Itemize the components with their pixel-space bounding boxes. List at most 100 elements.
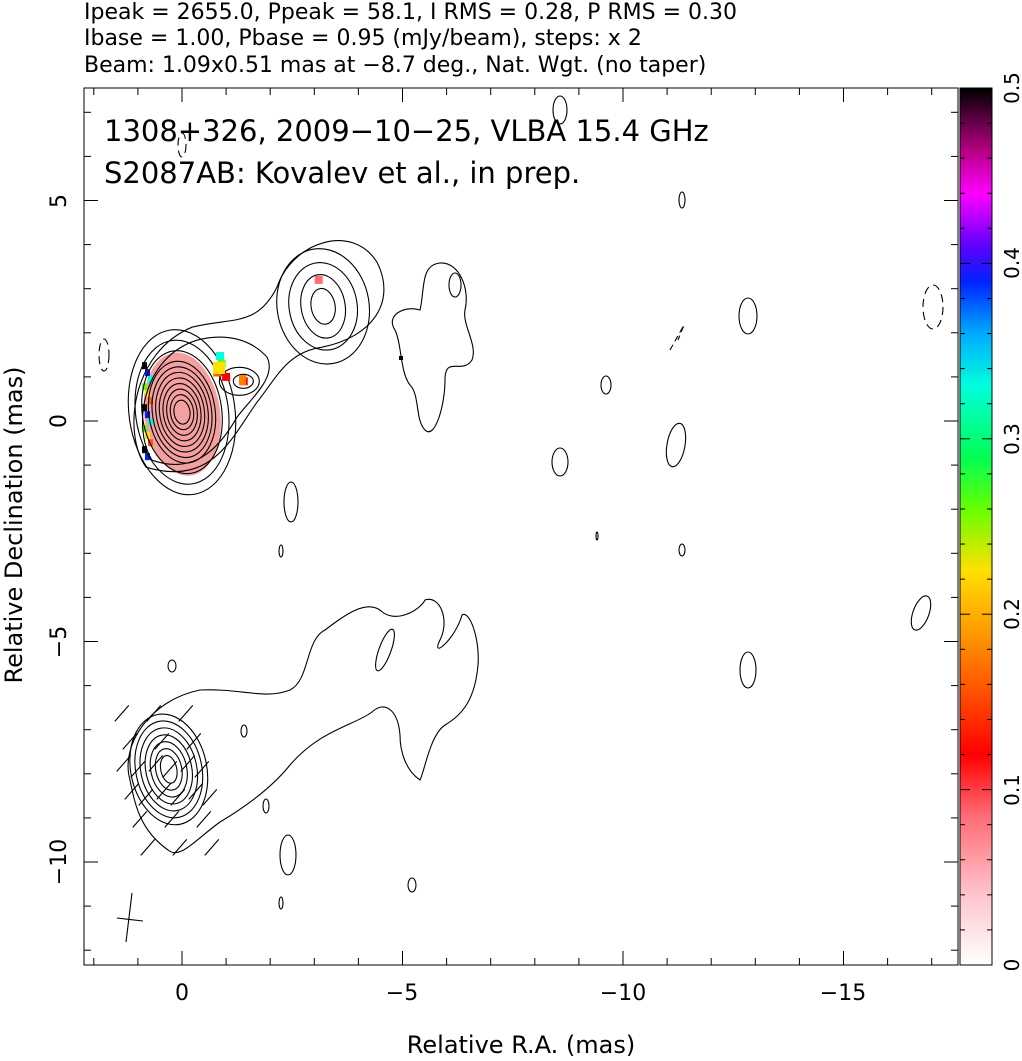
noise-contour <box>407 877 417 893</box>
x-tick-label: −15 <box>820 981 866 1006</box>
noise-contour <box>595 531 599 541</box>
core-edge-pixel <box>142 383 147 391</box>
core-contour <box>134 339 230 485</box>
hatch-mark <box>172 839 188 856</box>
colorbar-ticks <box>960 87 992 966</box>
beam-cross <box>125 892 133 943</box>
core-contour <box>166 388 198 436</box>
hatch-mark <box>130 761 146 778</box>
negative-contour <box>177 132 187 158</box>
hatch-mark <box>122 733 138 750</box>
header-line-3: Beam: 1.09x0.51 mas at −8.7 deg., Nat. W… <box>84 53 706 78</box>
jet-envelope <box>133 240 385 473</box>
noise-contour <box>283 481 299 523</box>
noise-contour <box>279 834 297 876</box>
colorbar-tick-label: 0.5 <box>1000 72 1022 104</box>
hatch-mark <box>140 839 156 856</box>
hatch-mark <box>170 789 186 806</box>
noise-contour <box>262 798 270 814</box>
noise-contour <box>678 191 686 209</box>
knot-contour <box>288 262 359 351</box>
colorbar-tick-label: 0.4 <box>1000 247 1022 279</box>
noise-contour <box>665 422 687 468</box>
hatch-mark <box>116 755 132 772</box>
core-edge-pixel <box>148 439 153 447</box>
core-polarized-fill <box>143 352 221 476</box>
polarization-pixel <box>399 356 403 360</box>
negative-contour <box>669 324 685 351</box>
core-edge-pixel <box>145 390 150 398</box>
hatch-mark <box>188 783 204 800</box>
polarization-pixel <box>216 352 224 360</box>
core-contour <box>151 366 213 459</box>
noise-contour <box>600 375 612 395</box>
hatch-mark <box>156 783 172 800</box>
y-tick-labels: 5 0 −5 −10 <box>47 194 72 885</box>
colorbar-tick-labels: 0 0.1 0.2 0.3 0.4 0.5 <box>1000 72 1022 971</box>
hatch-mark <box>114 705 130 722</box>
y-tick-label: 5 <box>47 194 72 208</box>
colorbar-tick-label: 0 <box>1000 959 1022 972</box>
contour-layer <box>98 95 944 943</box>
y-axis-label: Relative Declination (mas) <box>0 366 28 683</box>
polarization-pixel <box>314 275 323 284</box>
southern-contour <box>144 734 193 805</box>
southern-envelope <box>127 598 479 854</box>
core-edge-pixel <box>145 411 150 419</box>
core-edge-pixel <box>145 369 150 377</box>
noise-contour <box>375 628 395 672</box>
negative-contour <box>922 284 944 330</box>
hatch-mark <box>194 761 210 778</box>
hatch-mark <box>180 755 196 772</box>
hatch-mark <box>146 705 162 722</box>
southern-contour <box>139 727 199 812</box>
colorbar <box>959 87 993 966</box>
hatch-mark <box>138 789 154 806</box>
hatch-mark <box>204 839 220 856</box>
core-edge-pixel <box>142 362 147 370</box>
plot-frame <box>83 87 959 966</box>
x-tick-label: −10 <box>600 981 646 1006</box>
hatch-mark <box>202 789 218 806</box>
hatch-mark <box>178 705 194 722</box>
core-contour <box>127 329 237 496</box>
noise-contour <box>678 543 686 557</box>
hatch-mark <box>148 755 164 772</box>
noise-contour <box>551 447 569 477</box>
noise-contour <box>739 651 757 689</box>
southern-contour <box>159 755 178 784</box>
core-outer-contour <box>141 336 270 465</box>
plot-credit: S2087AB: Kovalev et al., in prep. <box>104 156 580 190</box>
plot-title: 1308+326, 2009−10−25, VLBA 15.4 GHz <box>104 114 709 148</box>
polarization-pixel <box>239 375 246 385</box>
knot-contour <box>310 287 336 325</box>
x-tick-label: 0 <box>175 981 189 1006</box>
core-edge-pixel <box>145 453 150 461</box>
hatch-mark <box>164 811 180 828</box>
southern-contour <box>149 741 188 798</box>
knot-contour <box>276 248 371 365</box>
noise-contour <box>240 724 248 738</box>
core-contour <box>173 399 191 425</box>
hatch-mark <box>124 783 140 800</box>
x-tick-labels: 0 −5 −10 −15 <box>175 981 866 1006</box>
hatch-mark <box>162 761 178 778</box>
y-tick-label: 0 <box>47 414 72 428</box>
beam-cross <box>116 917 144 922</box>
x-tick-label: −5 <box>386 981 418 1006</box>
negative-contour <box>98 338 110 372</box>
hatch-mark <box>154 733 170 750</box>
core-edge-pixel <box>148 397 153 405</box>
colorbar-tick-label: 0.1 <box>1000 774 1022 806</box>
hatch-mark <box>132 811 148 828</box>
southern-contour <box>129 713 209 826</box>
y-tick-label: −10 <box>47 839 72 885</box>
core-edge-pixel <box>142 404 147 412</box>
polarization-pixel <box>222 372 231 381</box>
core-contour <box>158 377 206 447</box>
southern-contour <box>154 748 183 791</box>
core-edge-pixel <box>148 376 153 384</box>
colorbar-tick-label: 0.2 <box>1000 598 1022 630</box>
y-tick-label: −5 <box>47 626 72 658</box>
